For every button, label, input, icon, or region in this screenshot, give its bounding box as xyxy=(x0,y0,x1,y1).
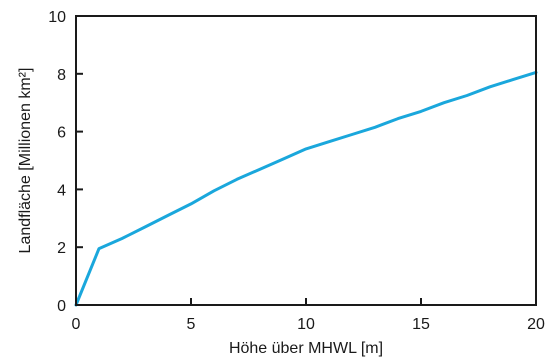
x-axis-title: Höhe über MHWL [m] xyxy=(229,340,383,357)
y-tick-label: 2 xyxy=(57,240,66,257)
y-axis-title: Landfläche [Millionen km²] xyxy=(17,68,34,254)
y-tick-label: 8 xyxy=(57,67,66,84)
x-tick-label: 20 xyxy=(527,316,545,333)
series-line xyxy=(74,70,538,307)
x-axis-ticks: 0 5 10 15 20 xyxy=(72,298,545,333)
plot-frame xyxy=(75,15,537,306)
x-tick-label: 5 xyxy=(187,316,196,333)
y-tick-label: 10 xyxy=(48,9,66,26)
x-tick-label: 15 xyxy=(412,316,430,333)
y-tick-label: 6 xyxy=(57,125,66,142)
y-axis-ticks: 0 2 4 6 8 10 xyxy=(48,9,83,315)
x-tick-label: 10 xyxy=(297,316,315,333)
y-tick-label: 4 xyxy=(57,182,66,199)
x-tick-label: 0 xyxy=(72,316,81,333)
y-tick-label: 0 xyxy=(57,298,66,315)
